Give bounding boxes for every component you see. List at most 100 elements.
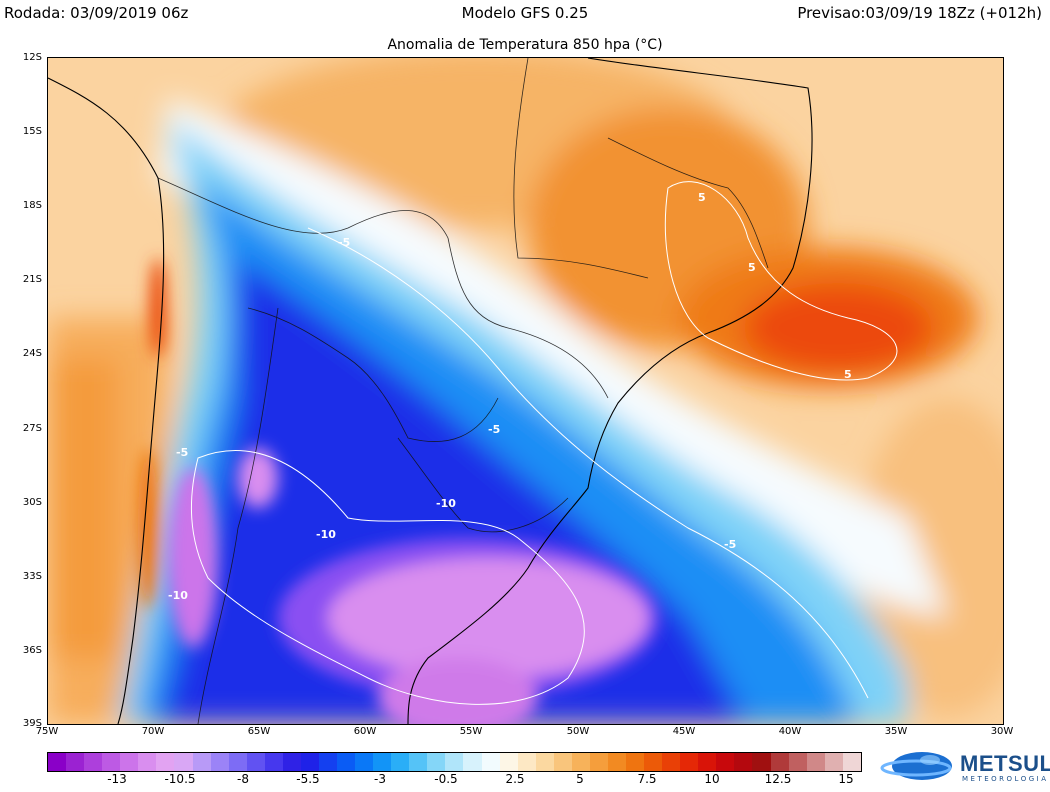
- colorbar-swatch: [48, 753, 67, 771]
- pacific-warm-core: [48, 358, 118, 658]
- lat-label: 21S: [22, 274, 42, 285]
- forecast-label: Previsao:03/09/19 18Zz (+012h): [797, 4, 1042, 22]
- transition-zone: [158, 98, 948, 618]
- atlantic-coastline: [407, 58, 813, 724]
- colorbar-swatch: [644, 753, 663, 771]
- colorbar-swatch: [481, 753, 500, 771]
- border-argentina-chile: [197, 307, 279, 724]
- colorbar-swatch: [589, 753, 608, 771]
- lon-label: 65W: [247, 726, 271, 737]
- colorbar-swatch: [662, 753, 681, 771]
- colorbar-swatch: [752, 753, 771, 771]
- colorbar-swatch: [788, 753, 807, 771]
- contour-plus-5: [664, 181, 898, 381]
- colorbar-label: 15: [838, 772, 854, 786]
- colorbar-swatch: [337, 753, 356, 771]
- colorbar-label: -10.5: [164, 772, 196, 786]
- colorbar-label: 2.5: [505, 772, 525, 786]
- colorbar-swatch: [770, 753, 789, 771]
- andes-cold-patch-2: [238, 448, 278, 508]
- atlantic-warm-core: [743, 283, 933, 373]
- colorbar-swatch: [680, 753, 699, 771]
- colorbar-swatch: [517, 753, 536, 771]
- colorbar-label: -0.5: [434, 772, 458, 786]
- colorbar-label: -13: [107, 772, 127, 786]
- colorbar-swatch: [264, 753, 283, 771]
- colorbar-swatch: [373, 753, 392, 771]
- map-canvas: 5 5 5 -5 -5 -5 -5 -10 -10 -10: [48, 58, 1003, 724]
- colorbar-swatch: [842, 753, 861, 771]
- contour-label: -10: [168, 589, 188, 602]
- contour-labels: 5 5 5 -5 -5 -5 -5 -10 -10 -10: [168, 191, 852, 602]
- globe-icon: [880, 752, 952, 780]
- logo-subtitle: METEOROLOGIA: [962, 775, 1049, 783]
- country-borders: [157, 58, 769, 724]
- colorbar-swatch: [626, 753, 645, 771]
- colorbar-label: -8: [237, 772, 249, 786]
- lon-label: 55W: [459, 726, 483, 737]
- lat-label: 36S: [22, 645, 42, 656]
- colorbar-swatch: [409, 753, 428, 771]
- colorbar-swatch: [824, 753, 843, 771]
- colorbar-swatch: [445, 753, 464, 771]
- colorbar-swatch: [66, 753, 85, 771]
- colorbar-label: 12.5: [764, 772, 792, 786]
- andes-cold-patch: [168, 468, 218, 648]
- colorbar-swatch: [607, 753, 626, 771]
- colorbar-swatch: [282, 753, 301, 771]
- lon-label: 75W: [35, 726, 59, 737]
- colorbar-swatch: [84, 753, 103, 771]
- coastlines: [48, 58, 813, 724]
- contour-label: 5: [844, 368, 852, 381]
- contour-label: -10: [436, 497, 456, 510]
- colorbar-label: 7.5: [637, 772, 657, 786]
- border-brazil-states-2: [607, 137, 769, 269]
- lon-label: 70W: [141, 726, 165, 737]
- logo-name: METSUL: [960, 751, 1050, 776]
- chile-warm-strip: [138, 448, 158, 608]
- colorbar-swatch: [228, 753, 247, 771]
- colorbar-swatch: [156, 753, 175, 771]
- colorbar-swatch: [734, 753, 753, 771]
- colorbar-swatch: [355, 753, 374, 771]
- contour-label: -10: [316, 528, 336, 541]
- contour-label: 5: [748, 261, 756, 274]
- colorbar-swatch: [391, 753, 410, 771]
- contour-label: -5: [338, 236, 350, 249]
- lat-label: 24S: [22, 348, 42, 359]
- color-scale-bar: [47, 752, 862, 772]
- colorbar-label: 10: [704, 772, 720, 786]
- lat-label: 33S: [22, 571, 42, 582]
- temperature-anomaly-map[interactable]: 5 5 5 -5 -5 -5 -5 -10 -10 -10: [47, 57, 1004, 725]
- border-brazil-states: [513, 58, 649, 279]
- lon-label: 30W: [990, 726, 1014, 737]
- colorbar-swatch: [174, 753, 193, 771]
- colorbar-swatch: [463, 753, 482, 771]
- colorbar-swatch: [300, 753, 319, 771]
- lat-label: 39S: [22, 718, 42, 729]
- colorbar-label: -3: [374, 772, 386, 786]
- colorbar-swatch: [120, 753, 139, 771]
- lat-label: 12S: [22, 52, 42, 63]
- colorbar-swatch: [499, 753, 518, 771]
- colorbar-swatch: [698, 753, 717, 771]
- colorbar-swatch: [138, 753, 157, 771]
- east-warm-area: [858, 398, 1003, 718]
- border-paraguay: [247, 307, 499, 442]
- lat-label: 27S: [22, 423, 42, 434]
- colorbar-label: -5.5: [296, 772, 320, 786]
- contour-minus-5: [307, 227, 869, 699]
- contour-lines: [190, 181, 898, 705]
- colorbar-swatch: [535, 753, 554, 771]
- run-label: Rodada: 03/09/2019 06z: [4, 4, 189, 22]
- chile-warm-strip-north: [150, 258, 166, 358]
- map-title: Anomalia de Temperatura 850 hpa (°C): [387, 37, 663, 53]
- colorbar-swatch: [716, 753, 735, 771]
- colorbar-swatch: [318, 753, 337, 771]
- lon-label: 35W: [884, 726, 908, 737]
- lat-label: 30S: [22, 497, 42, 508]
- contour-label: -5: [724, 538, 736, 551]
- lat-label: 18S: [22, 200, 42, 211]
- colorbar-swatch: [192, 753, 211, 771]
- colorbar-swatch: [102, 753, 121, 771]
